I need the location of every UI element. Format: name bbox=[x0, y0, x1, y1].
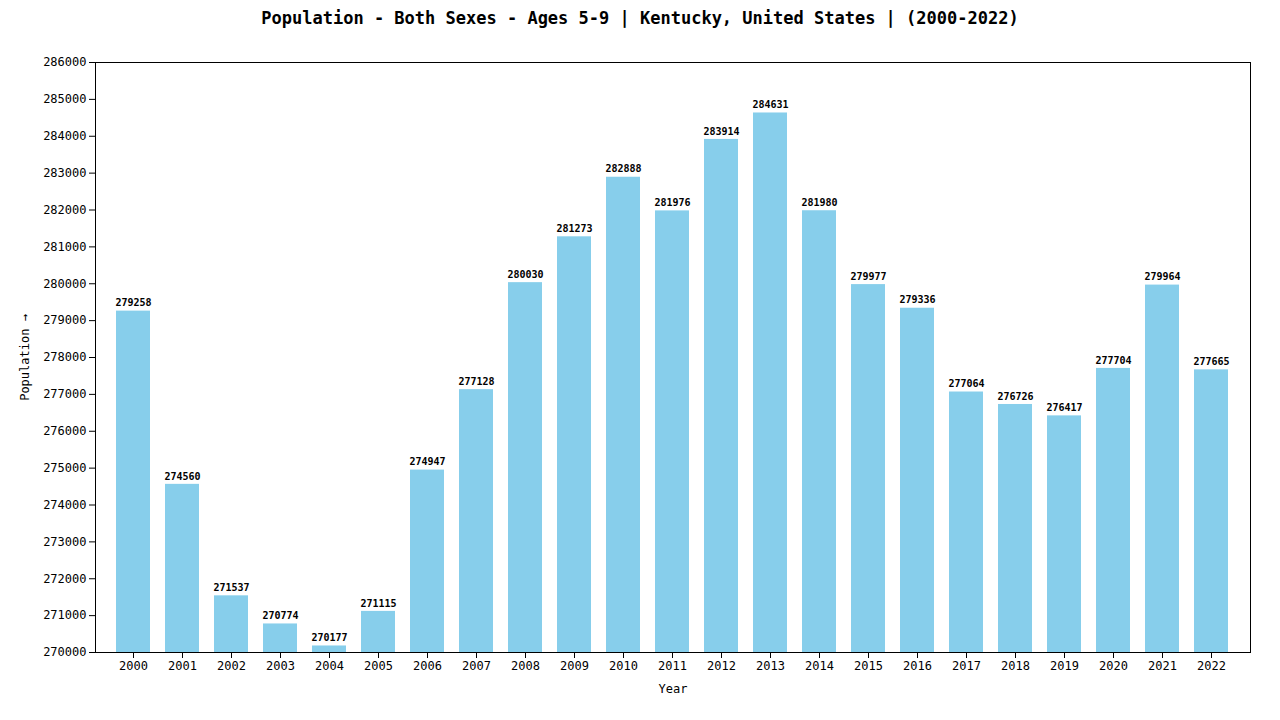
svg-text:271000: 271000 bbox=[43, 608, 86, 622]
svg-text:281976: 281976 bbox=[654, 197, 690, 208]
svg-text:271537: 271537 bbox=[213, 582, 249, 593]
svg-text:2019: 2019 bbox=[1050, 659, 1079, 673]
svg-text:277064: 277064 bbox=[948, 378, 984, 389]
svg-text:283914: 283914 bbox=[703, 126, 739, 137]
svg-text:2000: 2000 bbox=[119, 659, 148, 673]
svg-text:2016: 2016 bbox=[903, 659, 932, 673]
svg-text:281273: 281273 bbox=[556, 223, 592, 234]
svg-text:2010: 2010 bbox=[609, 659, 638, 673]
svg-text:2007: 2007 bbox=[462, 659, 491, 673]
svg-text:278000: 278000 bbox=[43, 350, 86, 364]
svg-text:2018: 2018 bbox=[1001, 659, 1030, 673]
svg-text:277000: 277000 bbox=[43, 387, 86, 401]
svg-text:271115: 271115 bbox=[360, 598, 396, 609]
svg-text:270000: 270000 bbox=[43, 645, 86, 659]
svg-text:2014: 2014 bbox=[805, 659, 834, 673]
svg-text:2002: 2002 bbox=[217, 659, 246, 673]
svg-text:279964: 279964 bbox=[1144, 271, 1180, 282]
svg-text:2013: 2013 bbox=[756, 659, 785, 673]
svg-text:2021: 2021 bbox=[1148, 659, 1177, 673]
svg-text:282000: 282000 bbox=[43, 203, 86, 217]
svg-text:280030: 280030 bbox=[507, 269, 543, 280]
svg-text:Population →: Population → bbox=[18, 314, 32, 401]
svg-text:2011: 2011 bbox=[658, 659, 687, 673]
svg-text:274000: 274000 bbox=[43, 498, 86, 512]
svg-text:275000: 275000 bbox=[43, 461, 86, 475]
svg-text:2017: 2017 bbox=[952, 659, 981, 673]
svg-text:279977: 279977 bbox=[850, 271, 886, 282]
svg-text:274947: 274947 bbox=[409, 456, 445, 467]
svg-text:2004: 2004 bbox=[315, 659, 344, 673]
svg-text:279258: 279258 bbox=[115, 297, 151, 308]
svg-text:2022: 2022 bbox=[1197, 659, 1226, 673]
svg-text:279336: 279336 bbox=[899, 294, 935, 305]
svg-text:279000: 279000 bbox=[43, 313, 86, 327]
svg-text:270774: 270774 bbox=[262, 610, 298, 621]
svg-text:2003: 2003 bbox=[266, 659, 295, 673]
svg-text:282888: 282888 bbox=[605, 163, 641, 174]
svg-text:2015: 2015 bbox=[854, 659, 883, 673]
svg-text:Year: Year bbox=[659, 682, 688, 696]
svg-text:273000: 273000 bbox=[43, 535, 86, 549]
svg-text:270177: 270177 bbox=[311, 632, 347, 643]
svg-text:2005: 2005 bbox=[364, 659, 393, 673]
svg-text:280000: 280000 bbox=[43, 277, 86, 291]
svg-text:2009: 2009 bbox=[560, 659, 589, 673]
svg-text:2008: 2008 bbox=[511, 659, 540, 673]
svg-text:276726: 276726 bbox=[997, 391, 1033, 402]
svg-text:277704: 277704 bbox=[1095, 355, 1131, 366]
html-text:Population - Both Sexes - Ages: Population - Both Sexes - Ages 5-9 | Ken… bbox=[261, 8, 1019, 28]
svg-text:274560: 274560 bbox=[164, 471, 200, 482]
svg-text:284000: 284000 bbox=[43, 129, 86, 143]
svg-text:272000: 272000 bbox=[43, 572, 86, 586]
svg-text:276417: 276417 bbox=[1046, 402, 1082, 413]
svg-text:276000: 276000 bbox=[43, 424, 86, 438]
svg-text:283000: 283000 bbox=[43, 166, 86, 180]
svg-text:281980: 281980 bbox=[801, 197, 837, 208]
svg-text:2006: 2006 bbox=[413, 659, 442, 673]
svg-text:277665: 277665 bbox=[1193, 356, 1229, 367]
svg-text:281000: 281000 bbox=[43, 240, 86, 254]
svg-text:2001: 2001 bbox=[168, 659, 197, 673]
svg-text:2020: 2020 bbox=[1099, 659, 1128, 673]
svg-text:286000: 286000 bbox=[43, 55, 86, 69]
svg-text:285000: 285000 bbox=[43, 92, 86, 106]
svg-text:277128: 277128 bbox=[458, 376, 494, 387]
svg-text:284631: 284631 bbox=[752, 99, 788, 110]
svg-text:2012: 2012 bbox=[707, 659, 736, 673]
